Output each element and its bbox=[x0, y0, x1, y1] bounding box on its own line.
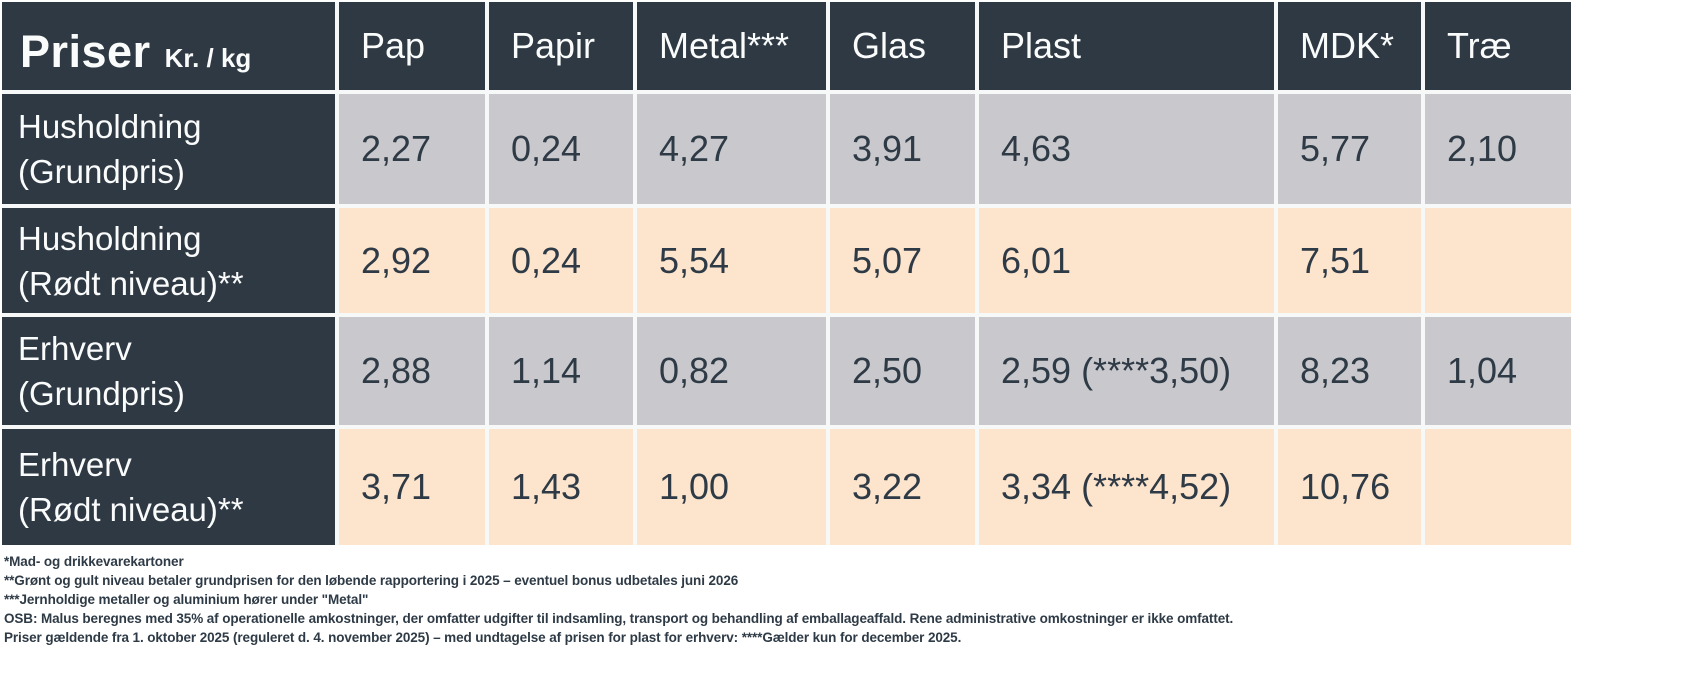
row-label-line1: Husholdning bbox=[18, 108, 202, 145]
table-cell bbox=[1425, 429, 1571, 545]
column-header-glas: Glas bbox=[830, 2, 975, 90]
table-cell: 2,27 bbox=[339, 94, 485, 204]
table-cell: 0,24 bbox=[489, 94, 633, 204]
table-cell: 2,10 bbox=[1425, 94, 1571, 204]
table-cell: 3,22 bbox=[830, 429, 975, 545]
page-title: Priser bbox=[20, 26, 151, 77]
price-sheet: Priser Kr. / kg Pap Papir Metal*** Glas … bbox=[2, 2, 1697, 647]
table-cell: 3,34 (****4,52) bbox=[979, 429, 1274, 545]
footnote-roedt-niveau: **Grønt og gult niveau betaler grundpris… bbox=[4, 573, 739, 588]
footnote-gyldighed: Priser gældende fra 1. oktober 2025 (reg… bbox=[4, 630, 962, 645]
row-label-line1: Erhverv bbox=[18, 330, 132, 367]
table-cell: 10,76 bbox=[1278, 429, 1421, 545]
unit-label: Kr. / kg bbox=[164, 43, 252, 73]
table-cell: 3,91 bbox=[830, 94, 975, 204]
table-cell bbox=[1425, 208, 1571, 313]
table-cell: 3,71 bbox=[339, 429, 485, 545]
table-cell: 8,23 bbox=[1278, 317, 1421, 425]
column-header-pap: Pap bbox=[339, 2, 485, 90]
table-cell: 4,27 bbox=[637, 94, 826, 204]
column-header-papir: Papir bbox=[489, 2, 633, 90]
table-cell: 5,07 bbox=[830, 208, 975, 313]
footnote-metal: ***Jernholdige metaller og aluminium hør… bbox=[4, 592, 369, 607]
row-label-line2: (Rødt niveau)** bbox=[18, 491, 244, 528]
table-title-cell: Priser Kr. / kg bbox=[2, 2, 335, 90]
row-label-erhverv-roedt: Erhverv (Rødt niveau)** bbox=[2, 429, 335, 545]
footnote-mdk: *Mad- og drikkevarekartoner bbox=[4, 554, 184, 569]
footnote-malus: OSB: Malus beregnes med 35% af operation… bbox=[4, 611, 1234, 626]
table-cell: 1,43 bbox=[489, 429, 633, 545]
price-table: Priser Kr. / kg Pap Papir Metal*** Glas … bbox=[2, 2, 1571, 545]
row-label-line1: Erhverv bbox=[18, 446, 132, 483]
table-cell: 2,59 (****3,50) bbox=[979, 317, 1274, 425]
row-label-line2: (Grundpris) bbox=[18, 153, 185, 190]
row-label-line2: (Rødt niveau)** bbox=[18, 264, 244, 302]
footnotes: *Mad- og drikkevarekartoner **Grønt og g… bbox=[4, 552, 1697, 647]
column-header-metal: Metal*** bbox=[637, 2, 826, 90]
table-cell: 0,24 bbox=[489, 208, 633, 313]
table-cell: 1,14 bbox=[489, 317, 633, 425]
table-cell: 4,63 bbox=[979, 94, 1274, 204]
row-label-line2: (Grundpris) bbox=[18, 375, 185, 412]
table-cell: 7,51 bbox=[1278, 208, 1421, 313]
row-label-erhverv-grundpris: Erhverv (Grundpris) bbox=[2, 317, 335, 425]
row-label-husholdning-grundpris: Husholdning (Grundpris) bbox=[2, 94, 335, 204]
column-header-plast: Plast bbox=[979, 2, 1274, 90]
table-cell: 6,01 bbox=[979, 208, 1274, 313]
table-cell: 0,82 bbox=[637, 317, 826, 425]
table-cell: 1,04 bbox=[1425, 317, 1571, 425]
row-label-line1: Husholdning bbox=[18, 219, 202, 257]
row-label-husholdning-roedt: Husholdning (Rødt niveau)** bbox=[2, 208, 335, 313]
column-header-trae: Træ bbox=[1425, 2, 1571, 90]
column-header-mdk: MDK* bbox=[1278, 2, 1421, 90]
table-cell: 5,77 bbox=[1278, 94, 1421, 204]
table-cell: 1,00 bbox=[637, 429, 826, 545]
table-cell: 2,50 bbox=[830, 317, 975, 425]
table-cell: 5,54 bbox=[637, 208, 826, 313]
table-cell: 2,92 bbox=[339, 208, 485, 313]
table-cell: 2,88 bbox=[339, 317, 485, 425]
